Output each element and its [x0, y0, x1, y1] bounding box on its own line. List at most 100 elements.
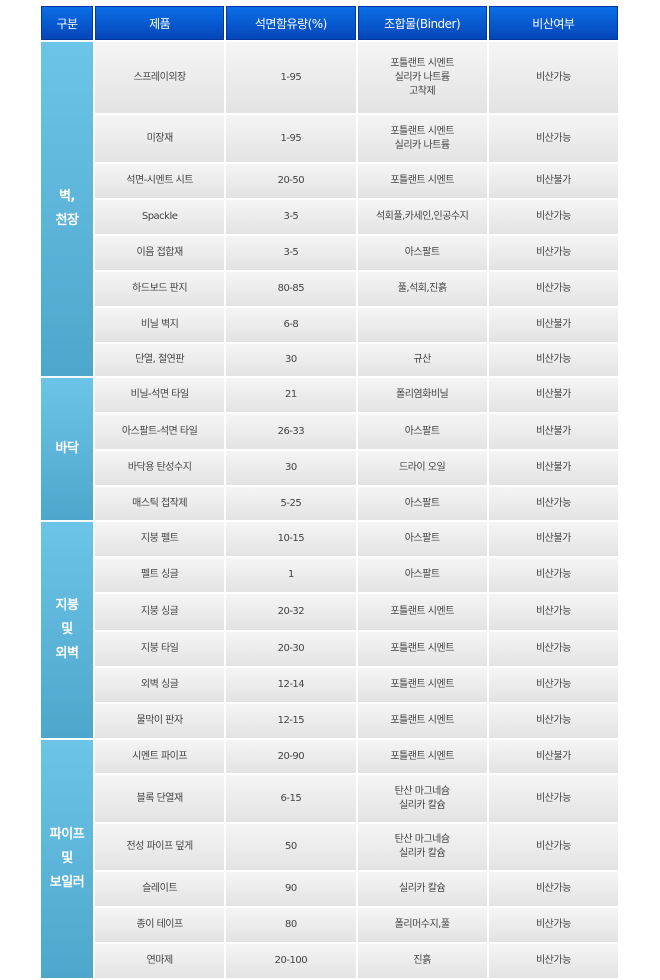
- binder-cell: 아스팔트: [357, 522, 487, 556]
- content-cell: 20-100: [226, 944, 356, 978]
- content-cell: 90: [226, 872, 356, 906]
- scatter-cell: 비산불가: [488, 414, 618, 449]
- table-row: 석면-시멘트 시트 20-50 포틀랜트 시멘트 비산불가: [41, 164, 618, 198]
- product-cell: 이음 접합재: [95, 236, 225, 270]
- table-row: 비닐 벽지 6-8 비산불가: [41, 308, 618, 342]
- category-cell: 파이프 및 보일러: [41, 740, 93, 978]
- binder-cell: 포틀랜트 시멘트: [357, 668, 487, 702]
- table-row: 연마제 20-100 진흙 비산가능: [41, 944, 618, 978]
- binder-cell: 포틀랜트 시멘트: [357, 704, 487, 738]
- content-cell: 5-25: [226, 487, 356, 520]
- content-cell: 10-15: [226, 522, 356, 556]
- table-row: 벽, 천장 스프레이외장 1-95 포틀랜트 시멘트 실리카 나트륨 고착제 비산가능: [41, 42, 618, 376]
- content-cell: 1: [226, 558, 356, 592]
- content-cell: 12-14: [226, 668, 356, 702]
- binder-cell: 폴리머수지,풀: [357, 908, 487, 942]
- binder-cell: 탄산 마그네슘 실리카 칼슘: [357, 775, 487, 822]
- scatter-cell: 비산가능: [488, 775, 618, 822]
- binder-cell: 풀,석회,진흙: [357, 272, 487, 306]
- product-cell: 물막이 판자: [95, 704, 225, 738]
- binder-cell: 진흙: [357, 944, 487, 978]
- content-cell: 21: [226, 378, 356, 412]
- content-cell: 26-33: [226, 414, 356, 449]
- scatter-cell: 비산불가: [488, 740, 618, 773]
- scatter-cell: 비산가능: [488, 272, 618, 306]
- header-product: 제품: [95, 6, 225, 40]
- table-row: 아스팔트-석면 타일 26-33 아스팔트 비산불가: [41, 414, 618, 449]
- binder-cell: 아스팔트: [357, 414, 487, 449]
- binder-cell: 규산: [357, 344, 487, 376]
- scatter-cell: 비산가능: [488, 558, 618, 592]
- table-row: 펠트 싱글 1 아스팔트 비산가능: [41, 558, 618, 592]
- product-cell: 지붕 타일: [95, 632, 225, 666]
- content-cell: 1-95: [226, 42, 356, 113]
- category-cell: 벽, 천장: [41, 42, 93, 376]
- content-cell: 20-90: [226, 740, 356, 773]
- scatter-cell: 비산가능: [488, 487, 618, 520]
- category-cell: 바닥: [41, 378, 93, 520]
- content-cell: 6-8: [226, 308, 356, 342]
- product-cell: 단열, 절연판: [95, 344, 225, 376]
- scatter-cell: 비산가능: [488, 115, 618, 162]
- table-row: 지붕 싱글 20-32 포틀랜트 시멘트 비산가능: [41, 594, 618, 630]
- product-cell: 바닥용 탄성수지: [95, 451, 225, 485]
- scatter-cell: 비산가능: [488, 872, 618, 906]
- binder-cell: 포틀랜트 시멘트: [357, 164, 487, 198]
- binder-cell: 포틀랜트 시멘트 실리카 나트륨: [357, 115, 487, 162]
- scatter-cell: 비산가능: [488, 944, 618, 978]
- table-row: 바닥용 탄성수지 30 드라이 오일 비산불가: [41, 451, 618, 485]
- content-cell: 1-95: [226, 115, 356, 162]
- content-cell: 3-5: [226, 236, 356, 270]
- scatter-cell: 비산가능: [488, 668, 618, 702]
- header-scatter: 비산여부: [488, 6, 618, 40]
- content-cell: 80: [226, 908, 356, 942]
- table-row: 단열, 절연판 30 규산 비산가능: [41, 344, 618, 376]
- scatter-cell: 비산불가: [488, 308, 618, 342]
- content-cell: 20-30: [226, 632, 356, 666]
- binder-cell: 포틀랜트 시멘트: [357, 594, 487, 630]
- binder-cell: 석회풀,카세인,인공수지: [357, 200, 487, 234]
- scatter-cell: 비산불가: [488, 164, 618, 198]
- table-row: 미장재 1-95 포틀랜트 시멘트 실리카 나트륨 비산가능: [41, 115, 618, 162]
- content-cell: 12-15: [226, 704, 356, 738]
- table-body: 벽, 천장 스프레이외장 1-95 포틀랜트 시멘트 실리카 나트륨 고착제 비산가능 미…: [41, 42, 618, 978]
- table-row: 외벽 싱글 12-14 포틀랜트 시멘트 비산가능: [41, 668, 618, 702]
- header-content: 석면함유량(%): [226, 6, 356, 40]
- table-row: 지붕 타일 20-30 포틀랜트 시멘트 비산가능: [41, 632, 618, 666]
- binder-cell: 아스팔트: [357, 558, 487, 592]
- product-cell: 매스틱 접작제: [95, 487, 225, 520]
- scatter-cell: 비산가능: [488, 344, 618, 376]
- binder-cell: 아스팔트: [357, 487, 487, 520]
- content-cell: 30: [226, 451, 356, 485]
- content-cell: 20-50: [226, 164, 356, 198]
- category-cell: 지붕 및 외벽: [41, 522, 93, 738]
- binder-cell: 포틀랜트 시멘트 실리카 나트륨 고착제: [357, 42, 487, 113]
- product-cell: 전성 파이프 덮게: [95, 824, 225, 870]
- scatter-cell: 비산가능: [488, 42, 618, 113]
- product-cell: 종이 테이프: [95, 908, 225, 942]
- table-row: 슬레이트 90 실리카 칼슘 비산가능: [41, 872, 618, 906]
- header-category: 구분: [41, 6, 93, 40]
- table-row: 물막이 판자 12-15 포틀랜트 시멘트 비산가능: [41, 704, 618, 738]
- table-row: 하드보드 판지 80-85 풀,석회,진흙 비산가능: [41, 272, 618, 306]
- scatter-cell: 비산가능: [488, 594, 618, 630]
- header-row: 구분 제품 석면함유량(%) 조합물(Binder) 비산여부: [41, 6, 618, 40]
- content-cell: 80-85: [226, 272, 356, 306]
- product-cell: 시멘트 파이프: [95, 740, 225, 773]
- header-binder: 조합물(Binder): [357, 6, 487, 40]
- product-cell: 석면-시멘트 시트: [95, 164, 225, 198]
- table-row: 이음 접합재 3-5 아스팔트 비산가능: [41, 236, 618, 270]
- table-row: 파이프 및 보일러 시멘트 파이프 20-90 포틀랜트 시멘트 비산불가: [41, 740, 618, 978]
- table-row: 종이 테이프 80 폴리머수지,풀 비산가능: [41, 908, 618, 942]
- table-row: 바닥 비닐-석면 타일 21 폴리염화비닐 비산불가: [41, 378, 618, 520]
- content-cell: 20-32: [226, 594, 356, 630]
- binder-cell: 드라이 오일: [357, 451, 487, 485]
- product-cell: Spackle: [95, 200, 225, 234]
- product-cell: 지붕 싱글: [95, 594, 225, 630]
- product-cell: 연마제: [95, 944, 225, 978]
- scatter-cell: 비산가능: [488, 908, 618, 942]
- scatter-cell: 비산불가: [488, 378, 618, 412]
- table-row: 지붕 및 외벽 지붕 펠트 10-15 아스팔트 비산불가: [41, 522, 618, 738]
- binder-cell: [357, 308, 487, 342]
- binder-cell: 탄산 마그네슘 실리카 칼슘: [357, 824, 487, 870]
